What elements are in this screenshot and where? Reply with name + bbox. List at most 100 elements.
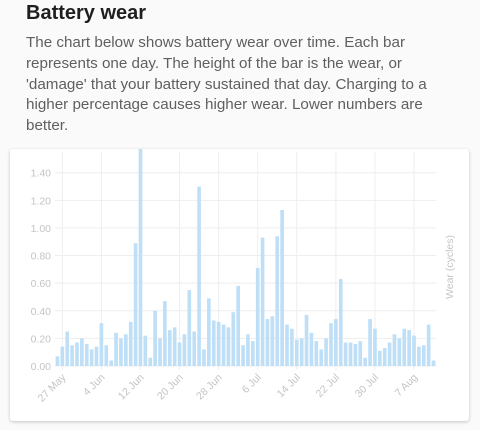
x-axis-ticks: 27 May 4 Jun 12 Jun 20 Jun 28 Jun 6 Jul 14 Jul… [36, 371, 421, 404]
wear-bar [304, 314, 309, 366]
wear-bar [158, 338, 162, 366]
wear-bar [80, 338, 84, 366]
y-tick-label: 0.00 [31, 361, 52, 373]
wear-bar [280, 209, 284, 366]
x-tick-label: 28 Jun [194, 372, 225, 403]
wear-bar [202, 349, 206, 366]
wear-bar [114, 332, 118, 366]
wear-bar [358, 341, 363, 366]
wear-bar [343, 342, 348, 366]
wear-bar [94, 346, 99, 366]
wear-bar [216, 321, 221, 366]
wear-bar [294, 339, 299, 366]
wear-bar [348, 342, 353, 366]
wear-bar [89, 349, 94, 366]
y-tick-label: 0.60 [31, 278, 52, 290]
chart-bars [55, 149, 436, 366]
wear-bar [128, 321, 133, 366]
wear-bar [187, 290, 192, 366]
wear-bar [236, 285, 240, 366]
x-tick-label: 14 Jul [275, 372, 303, 400]
wear-bar [99, 323, 104, 366]
wear-bar [412, 335, 416, 366]
wear-bar [260, 237, 265, 366]
wear-bar [75, 342, 79, 366]
wear-bar [309, 332, 314, 366]
wear-bar [426, 324, 431, 366]
wear-bar [133, 243, 138, 366]
wear-bar [255, 267, 260, 366]
wear-bar [221, 324, 226, 366]
battery-wear-chart-card: 0.00 0.20 0.40 0.60 0.80 1.00 1.20 1.40 27 May 4… [10, 149, 469, 421]
wear-bar [314, 341, 319, 366]
wear-bar [251, 341, 255, 366]
wear-bar [334, 319, 338, 366]
wear-bar [270, 316, 275, 366]
wear-bar [338, 279, 343, 366]
wear-bar [124, 334, 128, 366]
y-tick-label: 1.00 [31, 223, 52, 235]
wear-bar [392, 334, 397, 366]
y-tick-label: 1.20 [31, 195, 52, 207]
wear-bar [207, 298, 211, 366]
wear-bar [55, 356, 60, 366]
wear-bar [143, 335, 148, 366]
wear-bar [368, 319, 372, 366]
wear-bar [299, 338, 304, 366]
wear-bar [182, 334, 187, 366]
wear-bar [84, 343, 89, 366]
wear-bar [402, 328, 407, 366]
wear-bar [192, 331, 197, 366]
wear-bar [148, 357, 153, 366]
wear-bar [329, 323, 333, 366]
wear-bar [138, 149, 143, 366]
wear-bar [172, 327, 177, 366]
wear-bar [265, 319, 270, 366]
wear-bar [226, 327, 231, 366]
wear-bar [163, 301, 167, 366]
wear-bar [387, 342, 392, 366]
wear-bar [211, 320, 216, 366]
y-tick-label: 0.20 [31, 333, 52, 345]
y-axis-label: Wear (cycles) [444, 235, 456, 299]
wear-bar [285, 324, 289, 366]
x-tick-label: 12 Jun [116, 372, 147, 403]
wear-bar [65, 331, 70, 366]
wear-bar [382, 348, 387, 366]
wear-bar [70, 345, 74, 366]
wear-bar [324, 338, 328, 366]
wear-bar [353, 343, 358, 366]
wear-bar [109, 360, 113, 366]
wear-bar [363, 357, 367, 366]
wear-bar [241, 345, 245, 366]
wear-bar [319, 349, 324, 366]
wear-bar [397, 338, 402, 366]
wear-bar [421, 345, 426, 366]
wear-bar [153, 310, 157, 366]
chart-grid [55, 152, 436, 370]
x-tick-label: 30 Jul [353, 372, 381, 400]
battery-wear-chart: 0.00 0.20 0.40 0.60 0.80 1.00 1.20 1.40 27 May 4… [31, 149, 456, 404]
wear-bar [60, 346, 65, 366]
page-title: Battery wear [26, 2, 147, 24]
page-description: The chart below shows battery wear over … [26, 34, 427, 135]
wear-bar [417, 346, 421, 366]
x-tick-label: 27 May [36, 371, 69, 404]
wear-bar [290, 328, 294, 366]
wear-bar [197, 186, 201, 366]
wear-bar [378, 350, 382, 366]
wear-bar [246, 334, 250, 366]
wear-bar [275, 236, 280, 366]
wear-bar [431, 360, 436, 366]
x-tick-label: 22 Jul [314, 372, 342, 400]
y-tick-label: 1.40 [31, 168, 52, 180]
wear-bar [119, 338, 123, 366]
wear-bar [407, 330, 411, 366]
x-tick-label: 7 Aug [393, 372, 421, 400]
wear-bar [167, 330, 172, 366]
y-tick-label: 0.80 [31, 251, 52, 263]
x-tick-label: 6 Jul [240, 372, 264, 396]
wear-bar [177, 342, 182, 366]
wear-bar [104, 345, 109, 366]
y-axis-ticks: 0.00 0.20 0.40 0.60 0.80 1.00 1.20 1.40 [31, 168, 52, 373]
